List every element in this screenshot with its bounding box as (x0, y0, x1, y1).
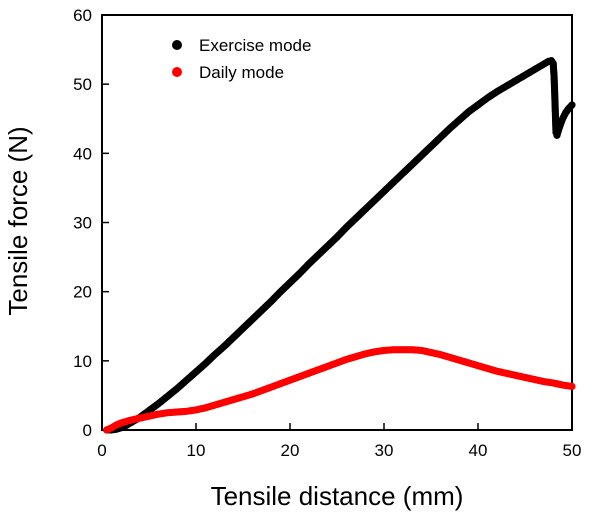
y-tick-label: 40 (73, 144, 92, 163)
series-layer (103, 57, 576, 434)
data-point (568, 382, 576, 391)
series-daily-mode (103, 346, 576, 434)
plot-frame (101, 14, 573, 431)
legend-marker-daily (172, 67, 182, 77)
x-tick-label: 10 (187, 441, 206, 460)
y-axis-title: Tensile force (N) (3, 126, 33, 315)
legend-marker-exercise (172, 40, 182, 50)
y-tick-label: 10 (73, 352, 92, 371)
legend: Exercise mode Daily mode (172, 36, 311, 82)
y-tick-label: 60 (73, 6, 92, 25)
y-tick-label: 50 (73, 75, 92, 94)
x-tick-label: 30 (375, 441, 394, 460)
x-tick-label: 40 (469, 441, 488, 460)
x-tick-label: 0 (97, 441, 106, 460)
x-axis-title: Tensile distance (mm) (211, 481, 464, 511)
series-exercise-mode (103, 57, 576, 434)
legend-label-exercise: Exercise mode (199, 36, 311, 55)
x-axis-ticks: 0 10 20 30 40 50 (97, 423, 581, 460)
x-tick-label: 20 (281, 441, 300, 460)
y-tick-label: 0 (83, 421, 92, 440)
y-tick-label: 20 (73, 283, 92, 302)
legend-label-daily: Daily mode (199, 63, 284, 82)
y-tick-label: 30 (73, 214, 92, 233)
y-axis-ticks: 0 10 20 30 40 50 60 (73, 6, 109, 440)
data-point (568, 101, 576, 109)
x-tick-label: 50 (563, 441, 582, 460)
